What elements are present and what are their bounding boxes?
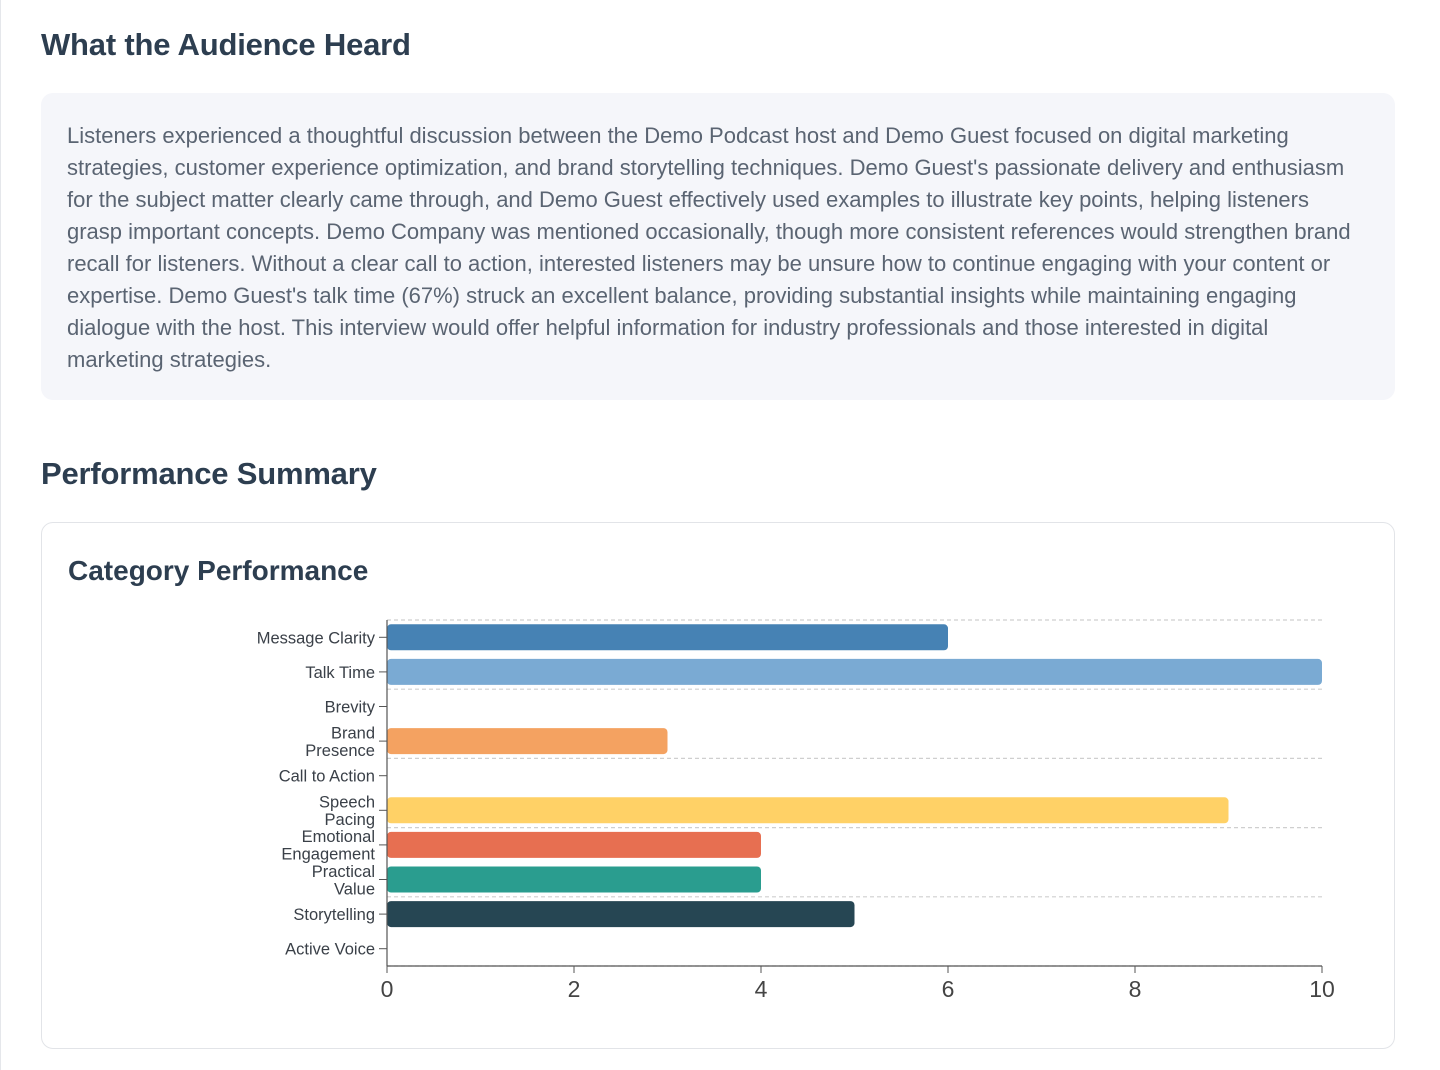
y-tick-label: Emotional Engagement [281,828,375,864]
bar-talk-time [387,658,1322,685]
y-tick-label: Storytelling [293,906,375,924]
chart-title: Category Performance [68,555,369,586]
performance-section-title: Performance Summary [41,456,377,491]
y-tick-label: Active Voice [285,941,375,959]
y-tick-label: Speech Pacing [319,794,375,830]
x-tick-label: 2 [568,976,581,1002]
category-performance-chart: Message Clarity Talk Time Brevity Brand Pres… [257,619,1335,1002]
bar-message-clarity [387,624,948,651]
bar-speech-pacing [387,797,1229,824]
x-tick-label: 10 [1309,976,1335,1002]
bar-storytelling [387,901,855,928]
y-tick-label: Brevity [325,699,376,717]
page-left-border [0,0,1,1070]
audience-summary-box: Listeners experienced a thoughtful discu… [41,93,1395,400]
y-tick-label: Brand Presence [305,724,375,760]
x-tick-label: 0 [381,976,394,1002]
y-tick-label: Talk Time [305,664,375,682]
bar-practical-value [387,866,761,893]
bar-brand-presence [387,728,668,755]
y-tick-label: Practical Value [312,863,375,899]
audience-section-title: What the Audience Heard [41,27,411,62]
audience-summary-text: Listeners experienced a thoughtful discu… [67,123,1351,372]
x-tick-label: 6 [942,976,955,1002]
x-tick-label: 8 [1129,976,1142,1002]
y-tick-label: Message Clarity [257,629,376,647]
x-tick-label: 4 [755,976,768,1002]
bar-emotional-engagement [387,831,761,858]
category-performance-card: Category Performance Message Clarity Talk… [41,522,1395,1049]
y-tick-label: Call to Action [279,768,375,786]
